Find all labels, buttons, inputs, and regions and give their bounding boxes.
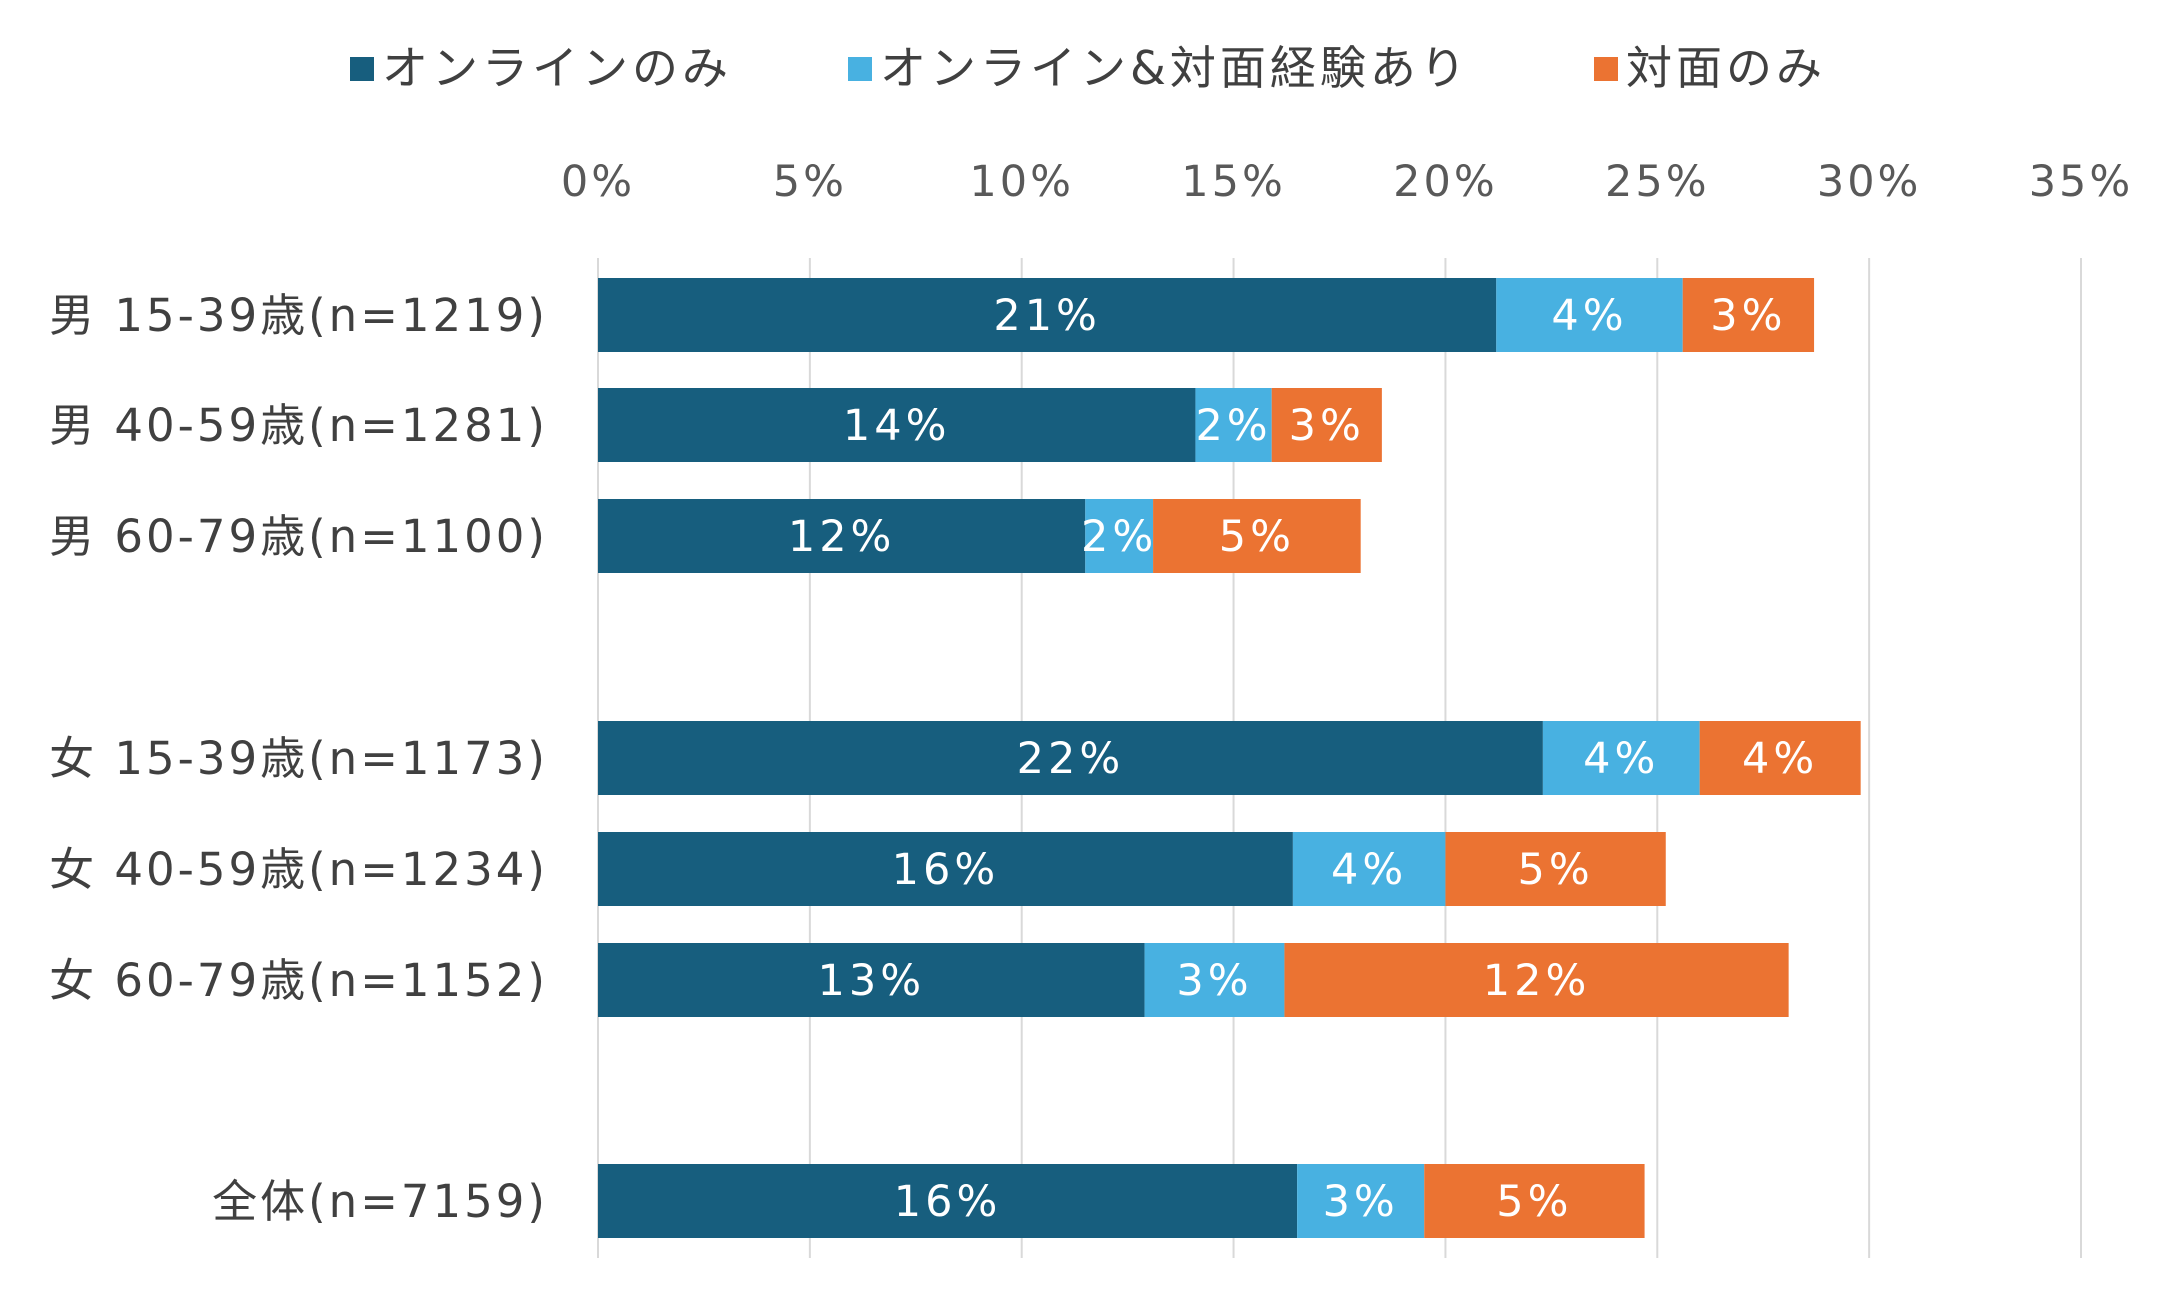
data-label: 12% [788, 512, 896, 562]
data-label: 4% [1583, 734, 1659, 784]
x-tick-label: 20% [1393, 157, 1498, 207]
bar-segment [598, 499, 1086, 573]
legend-swatch [350, 57, 374, 81]
x-axis-ticks: 0% 5% 10% 15% 20% 25% 30% 35% [561, 157, 2134, 207]
legend-label: オンラインのみ [382, 41, 732, 95]
data-label: 5% [1219, 512, 1295, 562]
bar-segment [1153, 499, 1361, 573]
x-tick-label: 30% [1817, 157, 1922, 207]
bar-segment [1271, 388, 1382, 462]
data-label: 22% [1017, 734, 1125, 784]
bar-segment [1085, 499, 1154, 573]
bar-segment [1682, 278, 1815, 352]
data-label: 13% [818, 956, 926, 1006]
category-label: 男 60-79歳(n=1100) [49, 510, 548, 563]
bar-segment [1542, 721, 1700, 795]
x-tick-label: 0% [561, 157, 635, 207]
data-label: 2% [1081, 512, 1157, 562]
data-label: 3% [1289, 401, 1365, 451]
bar-segment [598, 278, 1497, 352]
category-label: 女 15-39歳(n=1173) [49, 732, 548, 785]
data-label: 4% [1742, 734, 1818, 784]
legend-label: オンライン&対面経験あり [880, 41, 1470, 95]
legend-label: 対面のみ [1626, 41, 1826, 95]
x-tick-label: 25% [1605, 157, 1710, 207]
bars: 21% 4% 3% 14% 2% 3% 12% 2% 5% 22% 4% 4% 16% 4% 5% 13% 3%… [598, 278, 1861, 1238]
bar-segment [1144, 943, 1285, 1017]
category-labels: 男 15-39歳(n=1219) 男 40-59歳(n=1281) 男 60-79歳… [49, 289, 548, 1228]
data-label: 3% [1710, 291, 1786, 341]
category-label: 男 40-59歳(n=1281) [49, 399, 548, 452]
data-label: 5% [1496, 1177, 1572, 1227]
data-label: 16% [892, 845, 1000, 895]
data-label: 12% [1483, 956, 1591, 1006]
category-label: 女 40-59歳(n=1234) [49, 843, 548, 896]
data-label: 16% [894, 1177, 1002, 1227]
bar-segment [1699, 721, 1861, 795]
x-tick-label: 10% [969, 157, 1074, 207]
bar-segment [598, 1164, 1298, 1238]
x-tick-label: 5% [773, 157, 847, 207]
bar-segment [1424, 1164, 1645, 1238]
data-label: 21% [993, 291, 1101, 341]
category-label: 女 60-79歳(n=1152) [49, 954, 548, 1007]
category-label: 男 15-39歳(n=1219) [49, 289, 548, 342]
bar-segment [1496, 278, 1683, 352]
x-tick-label: 15% [1181, 157, 1286, 207]
x-tick-label: 35% [2029, 157, 2134, 207]
data-label: 4% [1551, 291, 1627, 341]
data-label: 4% [1331, 845, 1407, 895]
data-label: 3% [1323, 1177, 1399, 1227]
bar-segment [598, 721, 1543, 795]
bar-segment [598, 943, 1145, 1017]
bar-segment [1284, 943, 1789, 1017]
bar-segment [598, 832, 1293, 906]
bar-segment [598, 388, 1196, 462]
data-label: 2% [1195, 401, 1271, 451]
legend: オンラインのみ オンライン&対面経験あり 対面のみ [350, 41, 1826, 95]
bar-segment [1445, 832, 1666, 906]
bar-segment [1195, 388, 1272, 462]
data-label: 5% [1517, 845, 1593, 895]
legend-swatch [1594, 57, 1618, 81]
data-label: 3% [1176, 956, 1252, 1006]
data-label: 14% [843, 401, 951, 451]
bar-segment [1297, 1164, 1425, 1238]
bar-segment [1292, 832, 1446, 906]
legend-swatch [848, 57, 872, 81]
category-label: 全体(n=7159) [212, 1175, 548, 1228]
